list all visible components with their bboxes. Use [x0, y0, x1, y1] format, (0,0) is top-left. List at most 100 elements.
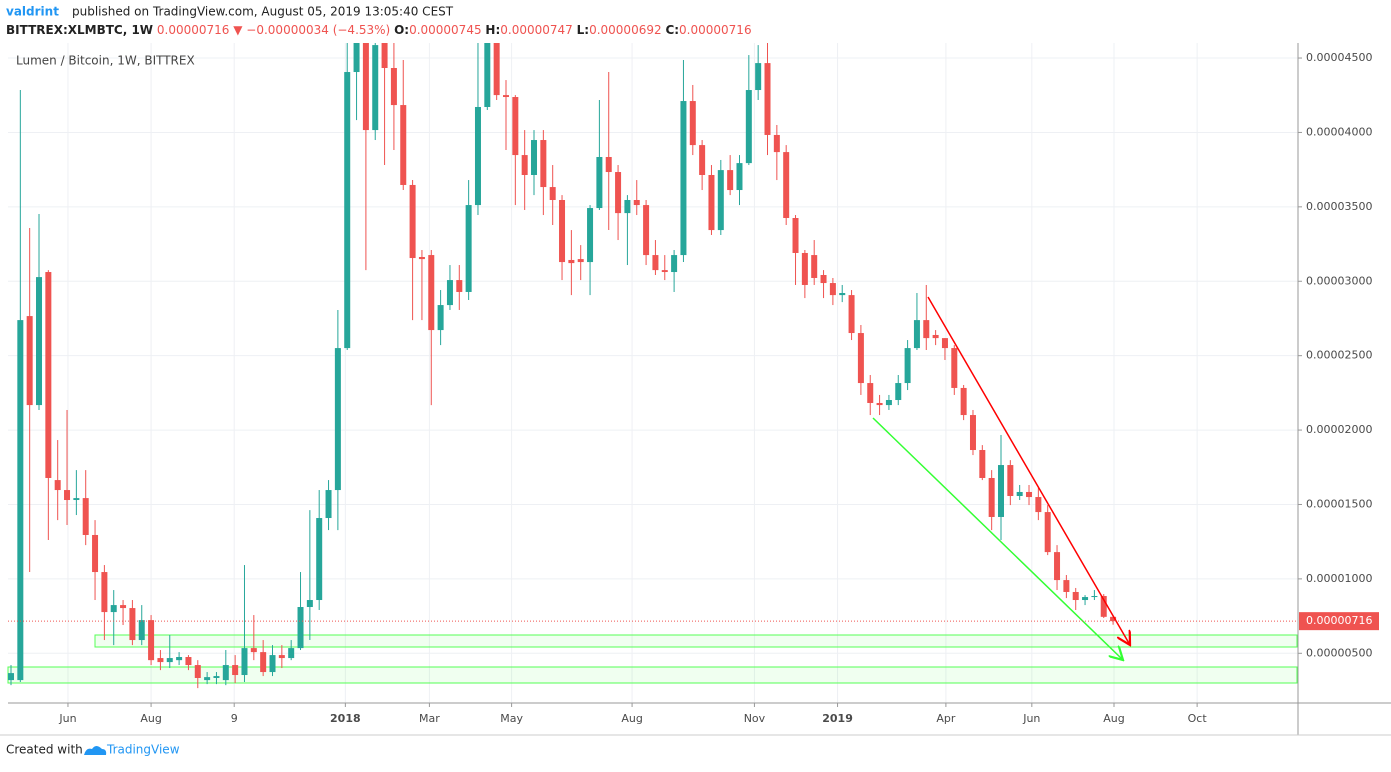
candle-body — [157, 658, 164, 663]
candle-body — [792, 218, 799, 253]
candle-body — [923, 320, 930, 339]
x-tick-label: Aug — [621, 712, 642, 725]
candle-body — [260, 652, 267, 673]
candle-body — [241, 648, 248, 676]
candle-body — [64, 490, 71, 501]
candle-body — [1035, 497, 1042, 513]
candle-body — [727, 170, 734, 191]
x-tick-label: May — [500, 712, 523, 725]
candle-body — [848, 295, 855, 334]
published: published on TradingView.com, August 05,… — [72, 5, 454, 19]
symbol: BITTREX:XLMBTC, 1W — [6, 23, 153, 37]
candle-body — [204, 677, 211, 681]
candle-body — [1063, 580, 1070, 592]
candle-body — [428, 255, 435, 331]
candle-body — [400, 105, 407, 185]
arrow: ▼ — [233, 23, 243, 37]
ohlc-value: 0.00000747 — [500, 23, 573, 37]
candle-body — [344, 72, 351, 349]
candle-body — [652, 255, 659, 271]
candle-body — [904, 348, 911, 384]
price-tag-label: 0.00000716 — [1306, 614, 1372, 627]
candle-body — [885, 400, 892, 406]
candle-body — [951, 348, 958, 388]
grid — [8, 43, 1298, 703]
candle-body — [876, 402, 883, 406]
x-tick-label: 2019 — [822, 712, 853, 725]
ohlc-label: C: — [665, 23, 679, 37]
candle-body — [633, 200, 640, 206]
logo — [84, 746, 107, 755]
candle-body — [1072, 591, 1079, 601]
candle-body — [213, 676, 220, 678]
ohlc-value: 0.00000745 — [409, 23, 482, 37]
candle-body — [531, 140, 538, 175]
candle-body — [615, 172, 622, 214]
chart-title: Lumen / Bitcoin, 1W, BITTREX — [16, 54, 195, 68]
candle-body — [418, 256, 425, 260]
candle-body — [605, 156, 612, 173]
candle-body — [8, 673, 14, 681]
candle-body — [120, 605, 127, 609]
candle-body — [596, 156, 603, 209]
candle-body — [474, 106, 481, 206]
price-tag — [1299, 612, 1379, 631]
candle-body — [502, 95, 509, 98]
candle-body — [92, 534, 99, 573]
candle-body — [288, 648, 295, 659]
ohlc-value: 0.00000716 — [679, 23, 752, 37]
author[interactable]: valdrint — [6, 5, 59, 19]
symbol-line: BITTREX:XLMBTC, 1W 0.00000716 ▼ −0.00000… — [6, 23, 752, 37]
candle-body — [1091, 596, 1098, 598]
candle-body — [334, 348, 341, 491]
candle-body — [857, 333, 864, 384]
candle-body — [661, 270, 668, 273]
candle-body — [1100, 596, 1107, 617]
ohlc-label: H: — [485, 23, 500, 37]
candle-body — [941, 338, 948, 349]
candle-body — [1026, 491, 1033, 498]
y-tick-label: 0.00003000 — [1306, 274, 1372, 287]
candle-body — [456, 280, 463, 292]
candle-body — [988, 477, 995, 517]
candle-body — [353, 43, 360, 73]
x-tick-label: Oct — [1188, 712, 1208, 725]
candle-body — [643, 205, 650, 256]
footer-brand[interactable]: TradingView — [106, 743, 180, 757]
x-tick-label: 9 — [231, 712, 238, 725]
candle-body — [512, 97, 519, 156]
candle-body — [129, 608, 136, 641]
candle-body — [250, 648, 257, 653]
candle-body — [493, 43, 500, 96]
footer-text: Created with — [6, 743, 83, 757]
candle-body — [54, 480, 61, 491]
candle-body — [36, 277, 43, 406]
y-tick-label: 0.00004000 — [1306, 125, 1372, 138]
candle-body — [689, 101, 696, 146]
candle-body — [913, 320, 920, 349]
candle-body — [932, 334, 939, 339]
price: 0.00000716 — [157, 23, 230, 37]
x-tick-label: Jun — [1022, 712, 1040, 725]
support-zone — [94, 634, 1298, 648]
candle-body — [362, 43, 369, 131]
x-tick-label: Aug — [140, 712, 161, 725]
candles — [8, 43, 1117, 689]
change: −0.00000034 (−4.53%) — [246, 23, 390, 37]
candle-body — [801, 252, 808, 285]
candle-body — [194, 665, 201, 678]
candle-body — [148, 620, 155, 661]
candle-body — [1044, 512, 1051, 553]
candle-body — [717, 170, 724, 231]
candle-body — [269, 655, 276, 673]
y-tick-label: 0.00002000 — [1306, 423, 1372, 436]
candle-body — [568, 259, 575, 264]
candle-body — [587, 208, 594, 263]
candle-body — [829, 283, 836, 296]
candle-body — [138, 620, 145, 641]
candle-body — [306, 600, 313, 608]
support-zone — [7, 666, 1298, 684]
candle-body — [101, 572, 108, 613]
candle-body — [222, 665, 229, 681]
